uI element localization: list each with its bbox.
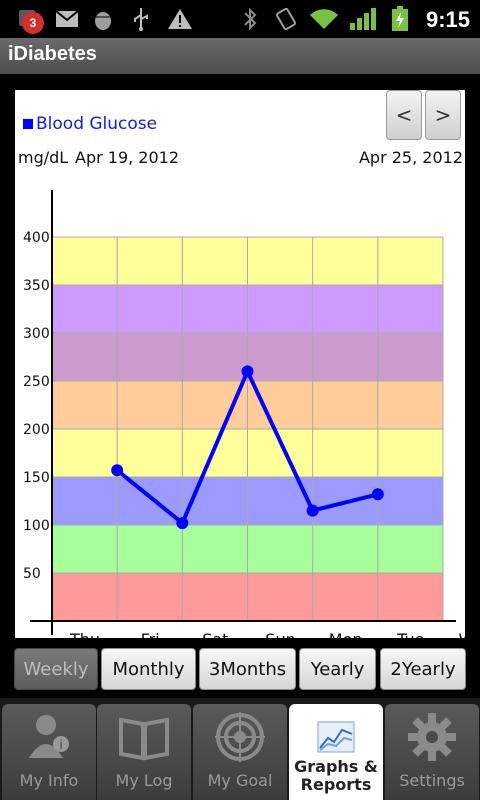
- bluetooth-icon: [238, 6, 262, 32]
- wifi-icon: [308, 6, 340, 32]
- tab-label: Graphs & Reports: [294, 757, 378, 794]
- y-tick-label: 50: [23, 566, 41, 582]
- main-content: Blood Glucose < > mg/dL Apr 19, 2012 Apr…: [0, 74, 480, 698]
- app-title: iDiabetes: [8, 43, 97, 65]
- data-point: [371, 488, 384, 501]
- y-tick-label: 100: [23, 518, 50, 534]
- tab-label: Settings: [399, 771, 465, 790]
- tab-settings[interactable]: Settings: [385, 704, 479, 800]
- chart-legend: Blood Glucose: [23, 114, 157, 134]
- next-period-button[interactable]: >: [425, 90, 461, 140]
- legend-label: Blood Glucose: [36, 114, 158, 134]
- chart-icon: [289, 710, 383, 764]
- android-debug-icon: [90, 6, 116, 32]
- tab-my-log[interactable]: My Log: [97, 704, 191, 800]
- x-tick-label: Wed: [459, 630, 465, 638]
- notification-count-badge: 3: [22, 12, 44, 34]
- chart-panel: Blood Glucose < > mg/dL Apr 19, 2012 Apr…: [15, 90, 465, 638]
- y-tick-label: 200: [23, 422, 50, 438]
- data-point: [306, 504, 319, 517]
- period-selector: Weekly Monthly 3Months Yearly 2Yearly: [0, 648, 480, 692]
- tab-my-goal[interactable]: My Goal: [193, 704, 287, 800]
- person-info-icon: i: [2, 710, 96, 764]
- period-button-monthly[interactable]: Monthly: [101, 648, 196, 690]
- previous-period-button[interactable]: <: [386, 90, 422, 140]
- period-button-2yearly[interactable]: 2Yearly: [380, 648, 466, 690]
- tab-my-info[interactable]: i My Info: [2, 704, 96, 800]
- period-button-yearly[interactable]: Yearly: [299, 648, 376, 690]
- date-range-start: Apr 19, 2012: [75, 148, 180, 167]
- battery-charging-icon: [388, 6, 412, 32]
- period-button-3months[interactable]: 3Months: [199, 648, 296, 690]
- tab-label: My Info: [19, 771, 79, 790]
- data-point: [241, 365, 254, 378]
- y-tick-label: 400: [23, 230, 50, 246]
- data-point: [176, 517, 189, 530]
- period-button-weekly[interactable]: Weekly: [14, 648, 98, 690]
- x-tick-label: Tue: [396, 630, 424, 638]
- svg-text:i: i: [59, 738, 62, 752]
- x-tick-label: Fri: [141, 630, 160, 638]
- gmail-icon: [54, 6, 80, 32]
- bottom-tab-bar: i My Info My Log My Goal Graphs & Reports Set…: [0, 698, 480, 800]
- tab-label: My Log: [115, 771, 173, 790]
- title-bar: iDiabetes: [0, 38, 480, 75]
- x-tick-label: Mon: [329, 630, 363, 638]
- data-point: [111, 464, 124, 477]
- y-tick-label: 350: [23, 278, 50, 294]
- y-tick-label: 150: [23, 470, 50, 486]
- y-tick-label: 300: [23, 326, 50, 342]
- x-tick-label: Sun: [265, 630, 295, 638]
- date-range-end: Apr 25, 2012: [358, 148, 463, 167]
- blood-glucose-chart: 50 100 150 200 250 300 350 400 Thu Fri Sat Sun Mon Tu…: [23, 190, 465, 638]
- vibrate-icon: [272, 6, 300, 32]
- x-tick-label: Sat: [202, 630, 228, 638]
- x-tick-label: Thu: [69, 630, 100, 638]
- clock: 9:15: [425, 7, 470, 32]
- usb-icon: [128, 6, 154, 32]
- signal-icon: [348, 6, 378, 32]
- warning-icon: [166, 6, 194, 32]
- status-bar: 3 9:15: [0, 0, 480, 38]
- legend-swatch: [23, 119, 33, 129]
- target-icon: [193, 710, 287, 764]
- y-axis-unit: mg/dL: [18, 148, 69, 167]
- y-tick-label: 250: [23, 374, 50, 390]
- tab-graphs[interactable]: Graphs & Reports: [289, 704, 383, 800]
- tab-label: My Goal: [207, 771, 273, 790]
- gear-icon: [385, 710, 479, 764]
- open-book-icon: [97, 710, 191, 764]
